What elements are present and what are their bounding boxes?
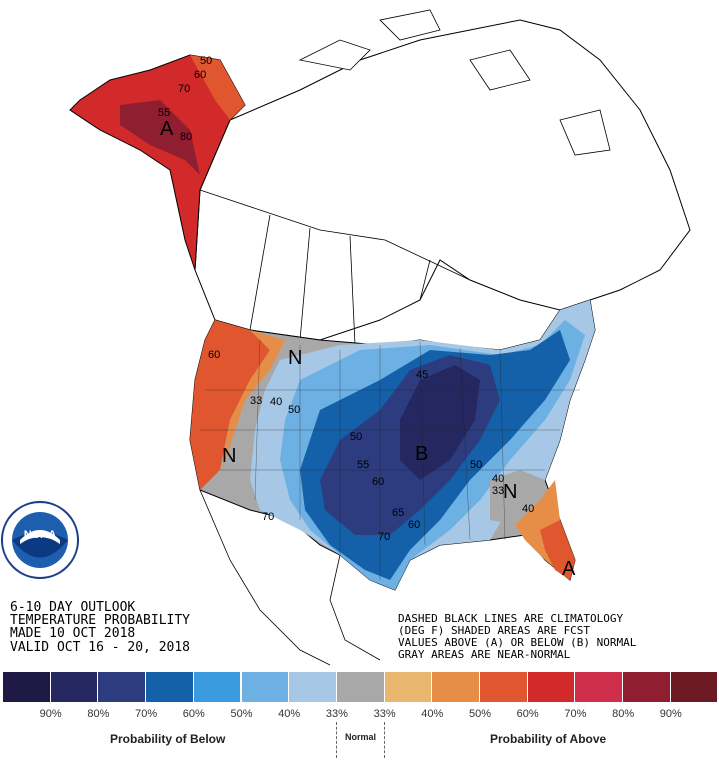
contour-label: 70 — [262, 511, 274, 523]
legend-percent: 90% — [659, 708, 682, 720]
above-marker-florida: A — [562, 558, 576, 580]
legend-swatch — [575, 672, 623, 702]
contour-label: 50 — [288, 404, 300, 416]
contour-label: 40 — [522, 503, 534, 515]
west-coast-above-light — [222, 330, 285, 470]
legend-swatch — [146, 672, 193, 702]
legend-below-label: Probability of Below — [110, 732, 226, 746]
contour-label: 50 — [470, 459, 482, 471]
legend-above-label: Probability of Above — [490, 732, 607, 746]
contour-label: 50 — [200, 55, 212, 67]
alaska-region — [69, 54, 246, 271]
contour-label: 50 — [350, 431, 362, 443]
noaa-logo: NOAA — [1, 501, 79, 579]
legend-swatch — [384, 672, 432, 702]
legend-swatch — [98, 672, 146, 702]
legend-swatch — [336, 672, 384, 702]
province-boundaries — [199, 189, 471, 346]
contour-label: 80 — [180, 131, 192, 143]
contour-label: 45 — [416, 369, 428, 381]
title-line-1: 6-10 DAY OUTLOOK — [10, 600, 135, 615]
legend-swatch — [480, 672, 527, 702]
legend-separator — [336, 722, 337, 758]
below-marker-center: B — [415, 443, 428, 465]
contour-label: 65 — [392, 507, 404, 519]
legend-percent: 80% — [87, 708, 110, 720]
note-line-4: GRAY AREAS ARE NEAR-NORMAL — [398, 648, 571, 661]
normal-marker-southeast: N — [503, 481, 517, 503]
title-line-2: TEMPERATURE PROBABILITY — [10, 613, 190, 628]
west-coast-above — [190, 320, 270, 490]
legend-percent: 60% — [516, 708, 539, 720]
contour-label: 55 — [158, 107, 170, 119]
contour-label: 40 — [270, 396, 282, 408]
title-line-3: MADE 10 OCT 2018 — [10, 626, 135, 641]
alaska-edge — [190, 55, 245, 120]
legend-percent: 70% — [135, 708, 158, 720]
legend-percent: 80% — [612, 708, 635, 720]
contour-label: 60 — [372, 476, 384, 488]
legend-swatch — [623, 672, 670, 702]
legend-swatch — [527, 672, 575, 702]
legend-separator — [384, 722, 385, 758]
contour-label: 70 — [178, 83, 190, 95]
contour-label: 33 — [492, 485, 504, 497]
legend-swatch — [3, 672, 50, 702]
legend-percent: 33% — [373, 708, 396, 720]
contour-label: 40 — [492, 473, 504, 485]
legend-percent: 40% — [421, 708, 444, 720]
mexico-outline — [199, 489, 381, 666]
contour-label: 55 — [357, 459, 369, 471]
legend-normal-label: Normal — [345, 732, 377, 742]
legend-percent: 50% — [468, 708, 492, 720]
normal-marker-north: N — [288, 347, 302, 369]
legend-percent: 33% — [325, 708, 348, 720]
florida-above — [540, 520, 575, 580]
note-line-1: DASHED BLACK LINES ARE CLIMATOLOGY — [398, 612, 624, 625]
arctic-islands — [298, 9, 611, 156]
above-marker-alaska: A — [160, 118, 174, 140]
note-line-2: (DEG F) SHADED AREAS ARE FCST — [398, 624, 590, 637]
legend-swatch — [432, 672, 479, 702]
legend-percent: 50% — [230, 708, 253, 720]
outlook-map: 50 60 70 55 80 60 33 40 50 50 55 60 65 7… — [1, 9, 691, 666]
contour-label: 60 — [194, 69, 206, 81]
contour-label: 60 — [408, 519, 420, 531]
below-80 — [400, 365, 480, 480]
canada-landmass — [194, 19, 691, 341]
contour-label: 60 — [208, 349, 220, 361]
note-line-3: VALUES ABOVE (A) OR BELOW (B) NORMAL — [398, 636, 637, 649]
legend-percent: 70% — [564, 708, 587, 720]
legend-swatch — [50, 672, 98, 702]
contour-label: 33 — [250, 395, 262, 407]
legend-swatch — [670, 672, 718, 702]
noaa-logo-text: NOAA — [24, 529, 56, 541]
legend-swatch — [289, 672, 336, 702]
legend-percent: 60% — [182, 708, 205, 720]
legend-percent: 40% — [278, 708, 301, 720]
legend-percent: 90% — [39, 708, 62, 720]
contour-label: 70 — [378, 531, 390, 543]
legend-swatch — [241, 672, 289, 702]
alaska-core — [120, 100, 200, 175]
legend-swatch — [193, 672, 241, 702]
title-line-4: VALID OCT 16 - 20, 2018 — [10, 640, 190, 655]
normal-marker-west: N — [222, 445, 236, 467]
state-lines — [200, 339, 580, 580]
